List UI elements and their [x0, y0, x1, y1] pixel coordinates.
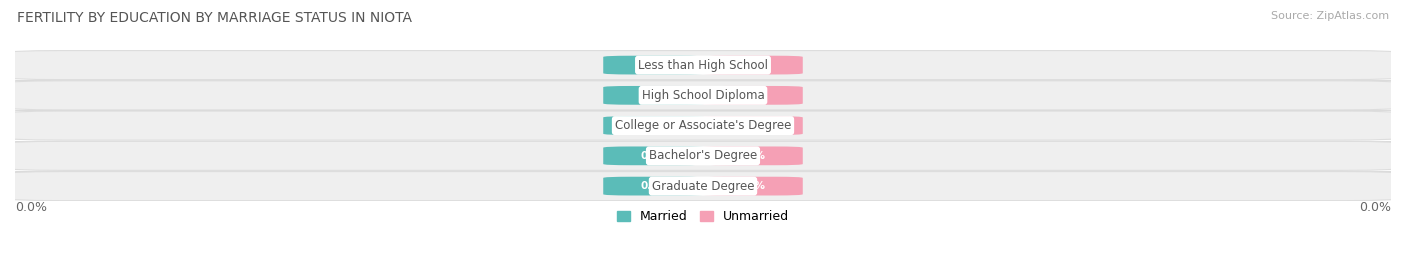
- FancyBboxPatch shape: [603, 56, 706, 75]
- Text: Source: ZipAtlas.com: Source: ZipAtlas.com: [1271, 11, 1389, 21]
- Text: 0.0%: 0.0%: [640, 151, 669, 161]
- Text: College or Associate's Degree: College or Associate's Degree: [614, 119, 792, 132]
- FancyBboxPatch shape: [700, 86, 803, 105]
- Text: 0.0%: 0.0%: [1360, 201, 1391, 214]
- Text: 0.0%: 0.0%: [737, 60, 766, 70]
- Text: 0.0%: 0.0%: [737, 121, 766, 131]
- FancyBboxPatch shape: [700, 147, 803, 165]
- Text: 0.0%: 0.0%: [640, 90, 669, 100]
- FancyBboxPatch shape: [1, 141, 1405, 170]
- FancyBboxPatch shape: [700, 177, 803, 196]
- Text: Bachelor's Degree: Bachelor's Degree: [650, 149, 756, 162]
- FancyBboxPatch shape: [700, 56, 803, 75]
- FancyBboxPatch shape: [603, 116, 706, 135]
- Text: 0.0%: 0.0%: [737, 181, 766, 191]
- FancyBboxPatch shape: [1, 81, 1405, 110]
- Legend: Married, Unmarried: Married, Unmarried: [612, 205, 794, 228]
- FancyBboxPatch shape: [603, 177, 706, 196]
- FancyBboxPatch shape: [700, 116, 803, 135]
- FancyBboxPatch shape: [1, 51, 1405, 80]
- Text: FERTILITY BY EDUCATION BY MARRIAGE STATUS IN NIOTA: FERTILITY BY EDUCATION BY MARRIAGE STATU…: [17, 11, 412, 25]
- Text: 0.0%: 0.0%: [737, 90, 766, 100]
- Text: 0.0%: 0.0%: [640, 60, 669, 70]
- FancyBboxPatch shape: [1, 111, 1405, 140]
- FancyBboxPatch shape: [603, 147, 706, 165]
- Text: 0.0%: 0.0%: [737, 151, 766, 161]
- Text: Less than High School: Less than High School: [638, 59, 768, 72]
- Text: Graduate Degree: Graduate Degree: [652, 180, 754, 193]
- Text: 0.0%: 0.0%: [15, 201, 46, 214]
- FancyBboxPatch shape: [603, 86, 706, 105]
- Text: 0.0%: 0.0%: [640, 181, 669, 191]
- FancyBboxPatch shape: [1, 172, 1405, 201]
- Text: 0.0%: 0.0%: [640, 121, 669, 131]
- Text: High School Diploma: High School Diploma: [641, 89, 765, 102]
